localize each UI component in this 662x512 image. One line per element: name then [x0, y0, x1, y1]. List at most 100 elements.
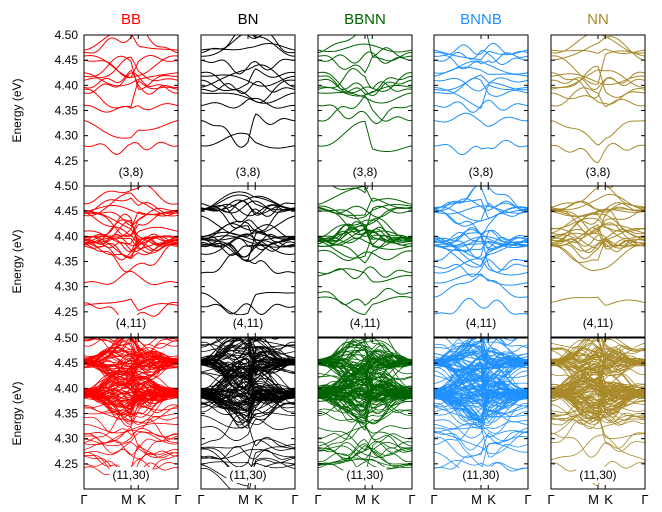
- band-line: [84, 411, 178, 418]
- band-line: [318, 380, 412, 393]
- band-line: [201, 388, 295, 405]
- band-line: [84, 347, 178, 370]
- y-tick-label: 4.50: [55, 331, 79, 345]
- band-line: [84, 433, 178, 456]
- band-line: [318, 268, 412, 283]
- band-line: [434, 240, 528, 251]
- column-titles: BB BN BBNN BNNB NN: [121, 11, 609, 28]
- band-line: [434, 77, 528, 97]
- band-line: [551, 434, 645, 461]
- band-line: [434, 340, 528, 362]
- panel-bbnn-row-1: (3,8): [317, 34, 413, 187]
- band-line: [318, 352, 412, 389]
- band-line: [85, 338, 177, 359]
- band-line: [318, 226, 412, 243]
- band-line: [318, 236, 412, 264]
- panel-bn-row-1: (3,8): [200, 34, 296, 187]
- band-line: [84, 35, 178, 51]
- panel-label: (3,8): [469, 165, 494, 179]
- panel-label-background: [459, 467, 503, 483]
- band-line: [551, 238, 645, 260]
- panel-label: (11,30): [229, 468, 266, 482]
- band-line: [84, 379, 178, 400]
- panel-grid: (3,8)4.504.454.404.354.304.25(3,8) (3,8)(…: [55, 28, 646, 490]
- band-line: [318, 68, 412, 92]
- band-line: [84, 228, 178, 247]
- band-line: [201, 35, 295, 57]
- band-line: [201, 362, 295, 384]
- band-line: [434, 425, 528, 438]
- band-line: [201, 344, 295, 366]
- band-line: [318, 230, 412, 243]
- panel-label: (4,11): [116, 316, 146, 330]
- panel-label-background: [462, 315, 500, 331]
- x-tick-label: Γ: [291, 492, 298, 507]
- x-tick-label: M: [355, 492, 366, 507]
- band-line: [434, 392, 528, 408]
- panel-label: (3,8): [353, 165, 378, 179]
- band-line: [434, 273, 528, 298]
- band-line: [434, 112, 528, 127]
- band-line: [551, 357, 645, 369]
- band-line: [84, 380, 178, 408]
- band-line: [434, 139, 528, 156]
- y-tick-label: 4.50: [55, 179, 79, 193]
- x-tick-label: Γ: [430, 492, 437, 507]
- band-line: [434, 349, 528, 357]
- band-line: [201, 291, 295, 316]
- band-line: [84, 390, 178, 406]
- band-line: [318, 341, 412, 395]
- band-line: [201, 412, 295, 429]
- panel-nn-row-1: (3,8): [550, 34, 646, 187]
- band-line: [434, 393, 528, 429]
- band-line: [434, 205, 528, 215]
- band-line: [201, 202, 295, 223]
- panel-label-background: [349, 164, 381, 180]
- band-line: [551, 415, 645, 430]
- band-line: [434, 393, 528, 405]
- band-line: [84, 211, 178, 238]
- band-line: [201, 200, 295, 214]
- column-title-nn: NN: [587, 11, 609, 28]
- panel-label: (4,11): [350, 316, 380, 330]
- band-line: [434, 60, 528, 75]
- band-line: [84, 211, 178, 237]
- band-line: [201, 338, 295, 360]
- band-line: [201, 132, 295, 149]
- band-line: [551, 364, 645, 401]
- band-line: [434, 229, 528, 259]
- band-line: [201, 360, 295, 387]
- band-line: [84, 389, 178, 423]
- band-line: [318, 390, 412, 416]
- band-line: [84, 226, 178, 245]
- band-line: [201, 358, 295, 372]
- band-line: [318, 398, 412, 413]
- band-line: [551, 36, 645, 61]
- band-line: [201, 414, 295, 447]
- x-tick-label: K: [604, 492, 613, 507]
- band-line: [201, 230, 295, 262]
- band-line: [318, 249, 412, 261]
- band-line: [434, 49, 528, 61]
- band-line: [551, 213, 645, 234]
- band-lines: [84, 35, 178, 155]
- panel-label: (4,11): [233, 316, 263, 330]
- band-line: [201, 338, 295, 351]
- band-line: [201, 448, 295, 460]
- band-line: [84, 412, 178, 443]
- band-line: [551, 120, 645, 146]
- band-line: [84, 364, 178, 409]
- band-line: [434, 455, 528, 472]
- band-lines: [434, 338, 528, 473]
- band-line: [318, 363, 412, 392]
- band-line: [201, 97, 295, 109]
- band-line: [318, 197, 412, 216]
- band-line: [318, 104, 412, 124]
- band-line: [201, 418, 295, 441]
- band-line: [201, 233, 295, 255]
- band-lines: [201, 35, 295, 149]
- panel-bn-row-2: (4,11): [200, 185, 296, 338]
- band-line: [201, 338, 295, 348]
- band-line: [318, 445, 412, 469]
- band-line: [551, 374, 645, 397]
